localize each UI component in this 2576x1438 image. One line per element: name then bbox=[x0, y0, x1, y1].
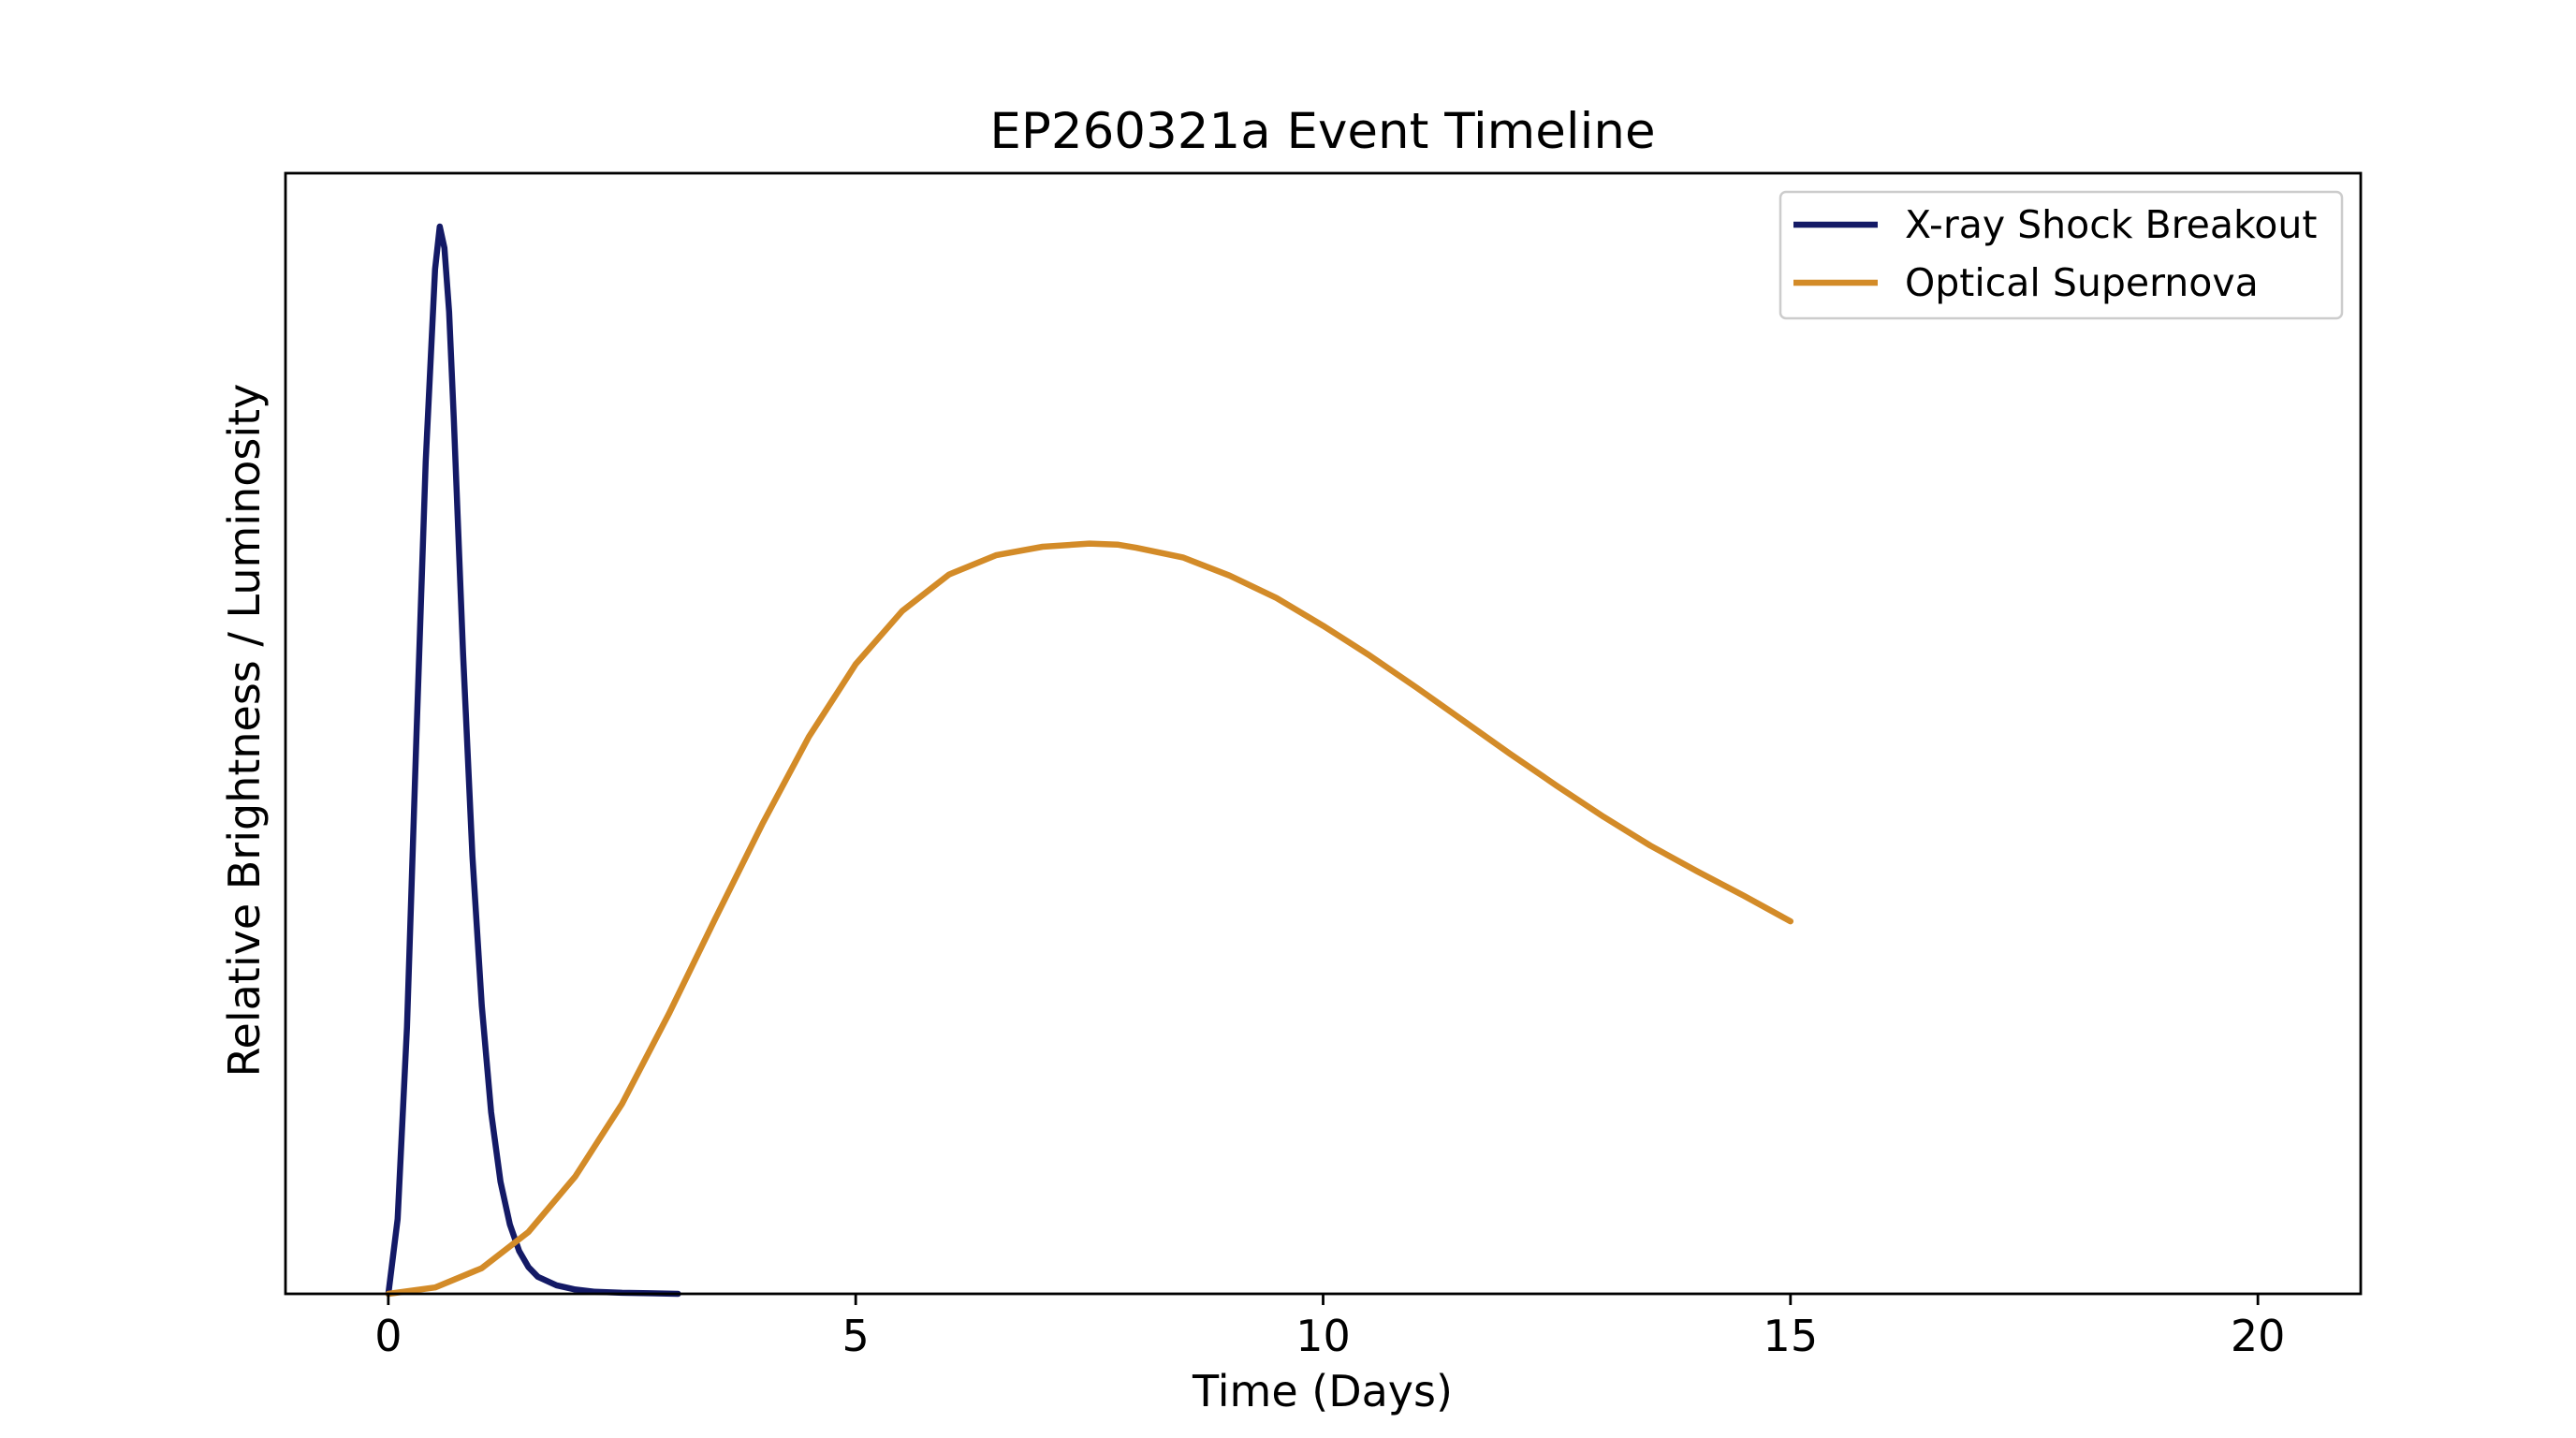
chart-title: EP260321a Event Timeline bbox=[989, 103, 1655, 160]
x-axis-ticks: 0 5 10 15 20 bbox=[374, 1294, 2285, 1361]
legend-label-optical: Optical Supernova bbox=[1905, 260, 2259, 305]
x-tick-label-4: 20 bbox=[2231, 1311, 2286, 1361]
series-line-0 bbox=[385, 223, 681, 1298]
legend-box bbox=[1778, 190, 2344, 320]
x-tick-label-0: 0 bbox=[374, 1311, 402, 1361]
x-tick-label-2: 10 bbox=[1295, 1311, 1351, 1361]
y-axis-label: Relative Brightness / Luminosity bbox=[219, 384, 270, 1078]
x-axis-label: Time (Days) bbox=[1192, 1366, 1453, 1416]
plot-frame bbox=[284, 171, 2363, 1296]
legend: X-ray Shock Breakout Optical Supernova bbox=[1778, 190, 2344, 320]
legend-label-xray: X-ray Shock Breakout bbox=[1905, 202, 2317, 247]
x-tick-label-3: 15 bbox=[1764, 1311, 1819, 1361]
series-layer bbox=[385, 223, 1794, 1298]
series-line-1 bbox=[385, 540, 1794, 1298]
x-tick-label-1: 5 bbox=[842, 1311, 870, 1361]
